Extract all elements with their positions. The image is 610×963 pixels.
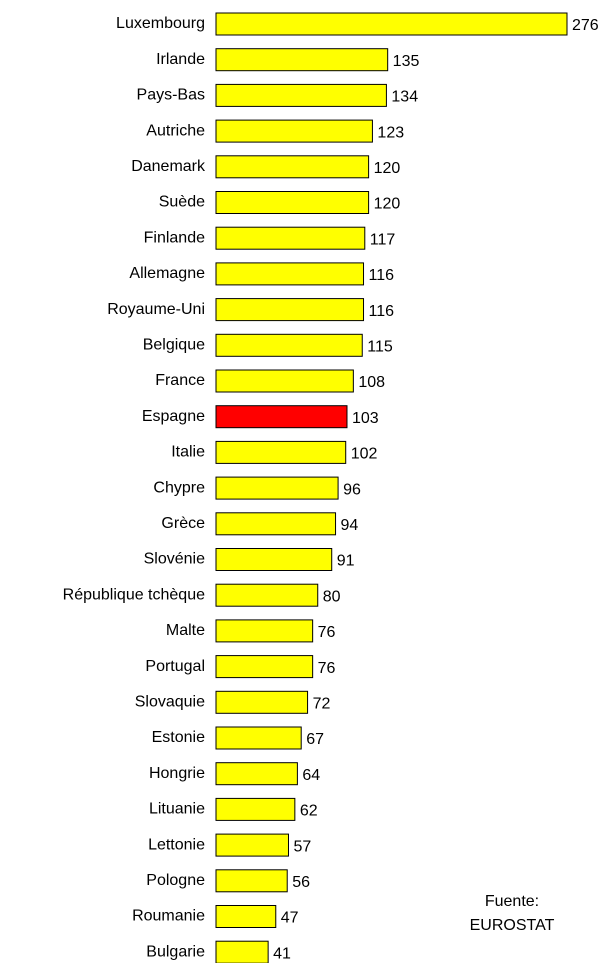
value-label: 103 [352, 410, 379, 427]
value-label: 62 [300, 803, 318, 820]
value-label: 57 [293, 838, 311, 855]
bar [215, 548, 333, 571]
bar [215, 48, 389, 72]
y-tick-label: Suède [159, 194, 205, 211]
bar [215, 440, 347, 464]
y-tick-label: Pays-Bas [137, 87, 205, 104]
bar [215, 369, 354, 393]
bar [215, 12, 568, 36]
value-label: 80 [323, 588, 341, 605]
y-tick-label: Italie [171, 444, 205, 461]
bar [215, 298, 365, 322]
value-label: 117 [370, 231, 396, 248]
value-label: 135 [393, 53, 420, 70]
bar [215, 155, 370, 179]
y-tick-label: Slovénie [144, 551, 205, 568]
y-tick-label: Autriche [146, 122, 205, 139]
y-tick-label: Hongrie [149, 765, 205, 782]
bar [215, 797, 296, 821]
value-label: 96 [343, 481, 361, 498]
y-tick-label: Irlande [156, 51, 205, 68]
bar [215, 333, 363, 357]
y-tick-label: Royaume-Uni [107, 301, 205, 318]
bar [215, 191, 370, 214]
bar [215, 690, 309, 714]
bar [215, 833, 289, 857]
y-tick-label: Chypre [153, 479, 205, 496]
annotation: Fuente: [485, 893, 539, 910]
value-label: 56 [292, 874, 310, 891]
value-label: 134 [391, 89, 418, 106]
value-label: 108 [358, 374, 385, 391]
y-tick-label: Lettonie [148, 836, 205, 853]
y-tick-label: Pologne [146, 872, 205, 889]
y-tick-label: Belgique [143, 337, 205, 354]
bar [215, 262, 365, 286]
y-tick-label: France [155, 372, 205, 389]
y-tick-label: Malte [166, 622, 205, 639]
bar [215, 726, 302, 750]
bar [215, 405, 348, 429]
y-tick-label: Espagne [142, 408, 205, 425]
y-tick-label: Grèce [161, 515, 205, 532]
y-tick-label: Danemark [131, 158, 206, 175]
value-label: 123 [377, 124, 404, 141]
annotation: EUROSTAT [470, 917, 555, 934]
bar [215, 655, 314, 679]
value-label: 120 [374, 160, 401, 177]
value-label: 72 [313, 696, 331, 713]
value-label: 94 [341, 517, 359, 534]
value-label: 64 [302, 767, 320, 784]
value-label: 116 [369, 303, 395, 320]
value-label: 76 [318, 660, 336, 677]
y-tick-label: Estonie [152, 729, 205, 746]
bar [215, 226, 366, 250]
value-label: 276 [572, 17, 599, 34]
value-label: 47 [281, 910, 299, 927]
bar [215, 762, 298, 786]
bar [215, 619, 314, 643]
bar [215, 512, 337, 536]
value-label: 91 [337, 553, 355, 570]
y-tick-label: Portugal [145, 658, 205, 675]
value-label: 115 [367, 339, 393, 356]
value-label: 120 [374, 196, 401, 213]
bar [215, 940, 269, 963]
value-label: 76 [318, 624, 336, 641]
bar [215, 869, 288, 893]
y-tick-label: Slovaquie [135, 694, 205, 711]
bar [215, 583, 319, 607]
bar [215, 119, 373, 143]
y-tick-label: Lituanie [149, 801, 205, 818]
bar [215, 905, 277, 928]
value-label: 41 [273, 945, 291, 962]
y-tick-label: Finlande [144, 229, 205, 246]
y-tick-label: Roumanie [132, 908, 205, 925]
y-tick-label: République tchèque [63, 586, 205, 603]
y-tick-label: Bulgarie [146, 943, 205, 960]
y-tick-label: Luxembourg [116, 15, 205, 32]
value-label: 116 [369, 267, 395, 284]
y-tick-label: Allemagne [129, 265, 205, 282]
bar [215, 83, 387, 107]
bar [215, 476, 339, 500]
value-label: 102 [351, 446, 378, 463]
value-label: 67 [306, 731, 324, 748]
